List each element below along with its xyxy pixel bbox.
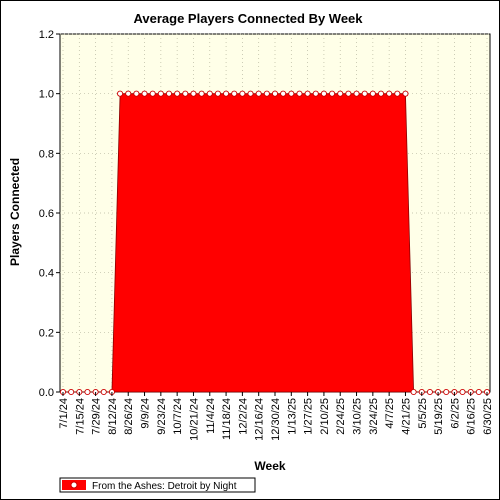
data-point bbox=[68, 388, 75, 396]
data-point bbox=[255, 90, 262, 97]
data-point bbox=[402, 90, 409, 97]
data-point bbox=[296, 90, 303, 97]
x-tick-label: 11/4/24 bbox=[205, 398, 217, 434]
x-tick-label: 2/24/25 bbox=[335, 398, 347, 435]
data-point bbox=[214, 90, 221, 97]
x-tick-label: 7/1/24 bbox=[58, 398, 70, 429]
x-tick-label: 8/26/24 bbox=[123, 398, 135, 435]
x-tick-label: 3/10/25 bbox=[352, 398, 364, 435]
series-layer bbox=[59, 90, 491, 396]
data-point bbox=[263, 90, 270, 97]
data-point bbox=[353, 90, 360, 97]
x-tick-label: 10/21/24 bbox=[188, 398, 200, 441]
x-tick-label: 4/7/25 bbox=[384, 398, 396, 429]
x-tick-label: 4/21/25 bbox=[400, 398, 412, 435]
data-point bbox=[141, 90, 148, 97]
x-tick-label: 12/30/24 bbox=[270, 398, 282, 441]
data-point bbox=[426, 388, 433, 396]
x-tick-label: 6/2/25 bbox=[449, 398, 461, 429]
legend-marker bbox=[70, 481, 78, 489]
data-point bbox=[239, 90, 246, 97]
x-tick-label: 12/16/24 bbox=[254, 398, 266, 441]
legend-label: From the Ashes: Detroit by Night bbox=[92, 481, 237, 492]
data-point bbox=[443, 388, 450, 396]
x-tick-label: 12/2/24 bbox=[237, 398, 249, 435]
x-axis: 7/1/24 7/15/24 7/29/24 8/12/24 8/26/24 9/9/24… bbox=[58, 392, 494, 441]
data-point bbox=[133, 90, 140, 97]
data-point bbox=[459, 388, 466, 396]
y-tick-label: 0.2 bbox=[39, 327, 54, 339]
y-axis-label: Players Connected bbox=[8, 158, 22, 266]
data-point bbox=[198, 90, 205, 97]
data-point bbox=[320, 90, 327, 97]
x-tick-label: 11/18/24 bbox=[221, 398, 233, 440]
y-tick-label: 1.2 bbox=[39, 29, 54, 41]
data-point bbox=[304, 90, 311, 97]
y-tick-label: 0.0 bbox=[39, 387, 54, 399]
x-tick-label: 5/5/25 bbox=[417, 398, 429, 429]
data-point bbox=[223, 90, 230, 97]
y-tick-label: 1.0 bbox=[39, 89, 54, 101]
legend-box bbox=[59, 477, 256, 493]
x-tick-label: 9/9/24 bbox=[140, 398, 152, 429]
y-tick-label: 0.8 bbox=[39, 148, 54, 160]
chart-title: Average Players Connected By Week bbox=[133, 11, 363, 26]
x-tick-label: 10/7/24 bbox=[172, 398, 184, 435]
x-tick-label: 7/15/24 bbox=[74, 398, 86, 435]
x-tick-label: 9/23/24 bbox=[156, 398, 168, 435]
data-point bbox=[100, 388, 107, 396]
x-tick-label: 8/12/24 bbox=[107, 398, 119, 435]
y-tick-label: 0.6 bbox=[39, 208, 54, 220]
data-point bbox=[337, 90, 344, 97]
data-point bbox=[361, 90, 368, 97]
data-point bbox=[206, 90, 213, 97]
data-point bbox=[410, 388, 417, 396]
y-tick-label: 0.4 bbox=[39, 268, 54, 280]
x-tick-label: 3/24/25 bbox=[368, 398, 380, 435]
data-point bbox=[84, 388, 91, 396]
data-point bbox=[247, 90, 254, 97]
data-point bbox=[329, 90, 336, 97]
x-tick-label: 1/13/25 bbox=[286, 398, 298, 435]
data-point bbox=[369, 90, 376, 97]
data-point bbox=[312, 90, 319, 97]
data-point bbox=[231, 90, 238, 97]
data-point bbox=[280, 90, 287, 97]
data-point bbox=[345, 90, 352, 97]
data-point bbox=[117, 90, 124, 97]
x-tick-label: 1/27/25 bbox=[303, 398, 315, 435]
x-tick-label: 6/30/25 bbox=[482, 398, 494, 435]
legend: From the Ashes: Detroit by Night bbox=[59, 477, 256, 493]
data-point bbox=[165, 90, 173, 97]
data-point bbox=[190, 90, 197, 97]
y-axis: 0.0 0.2 0.4 0.6 0.8 1.0 1.2 bbox=[39, 29, 60, 399]
data-point bbox=[174, 90, 181, 97]
data-point bbox=[149, 90, 156, 97]
data-point bbox=[394, 90, 401, 97]
x-axis-label: Week bbox=[254, 459, 285, 473]
data-point bbox=[377, 90, 385, 97]
x-tick-label: 7/29/24 bbox=[91, 398, 103, 435]
x-tick-label: 5/19/25 bbox=[433, 398, 445, 435]
data-point bbox=[182, 90, 189, 97]
data-point bbox=[125, 90, 132, 97]
x-tick-label: 2/10/25 bbox=[319, 398, 331, 435]
data-point bbox=[157, 90, 164, 97]
data-point bbox=[475, 388, 482, 396]
data-point bbox=[288, 90, 295, 97]
data-point bbox=[271, 90, 279, 97]
data-point bbox=[386, 90, 393, 97]
x-tick-label: 6/16/25 bbox=[466, 398, 478, 435]
